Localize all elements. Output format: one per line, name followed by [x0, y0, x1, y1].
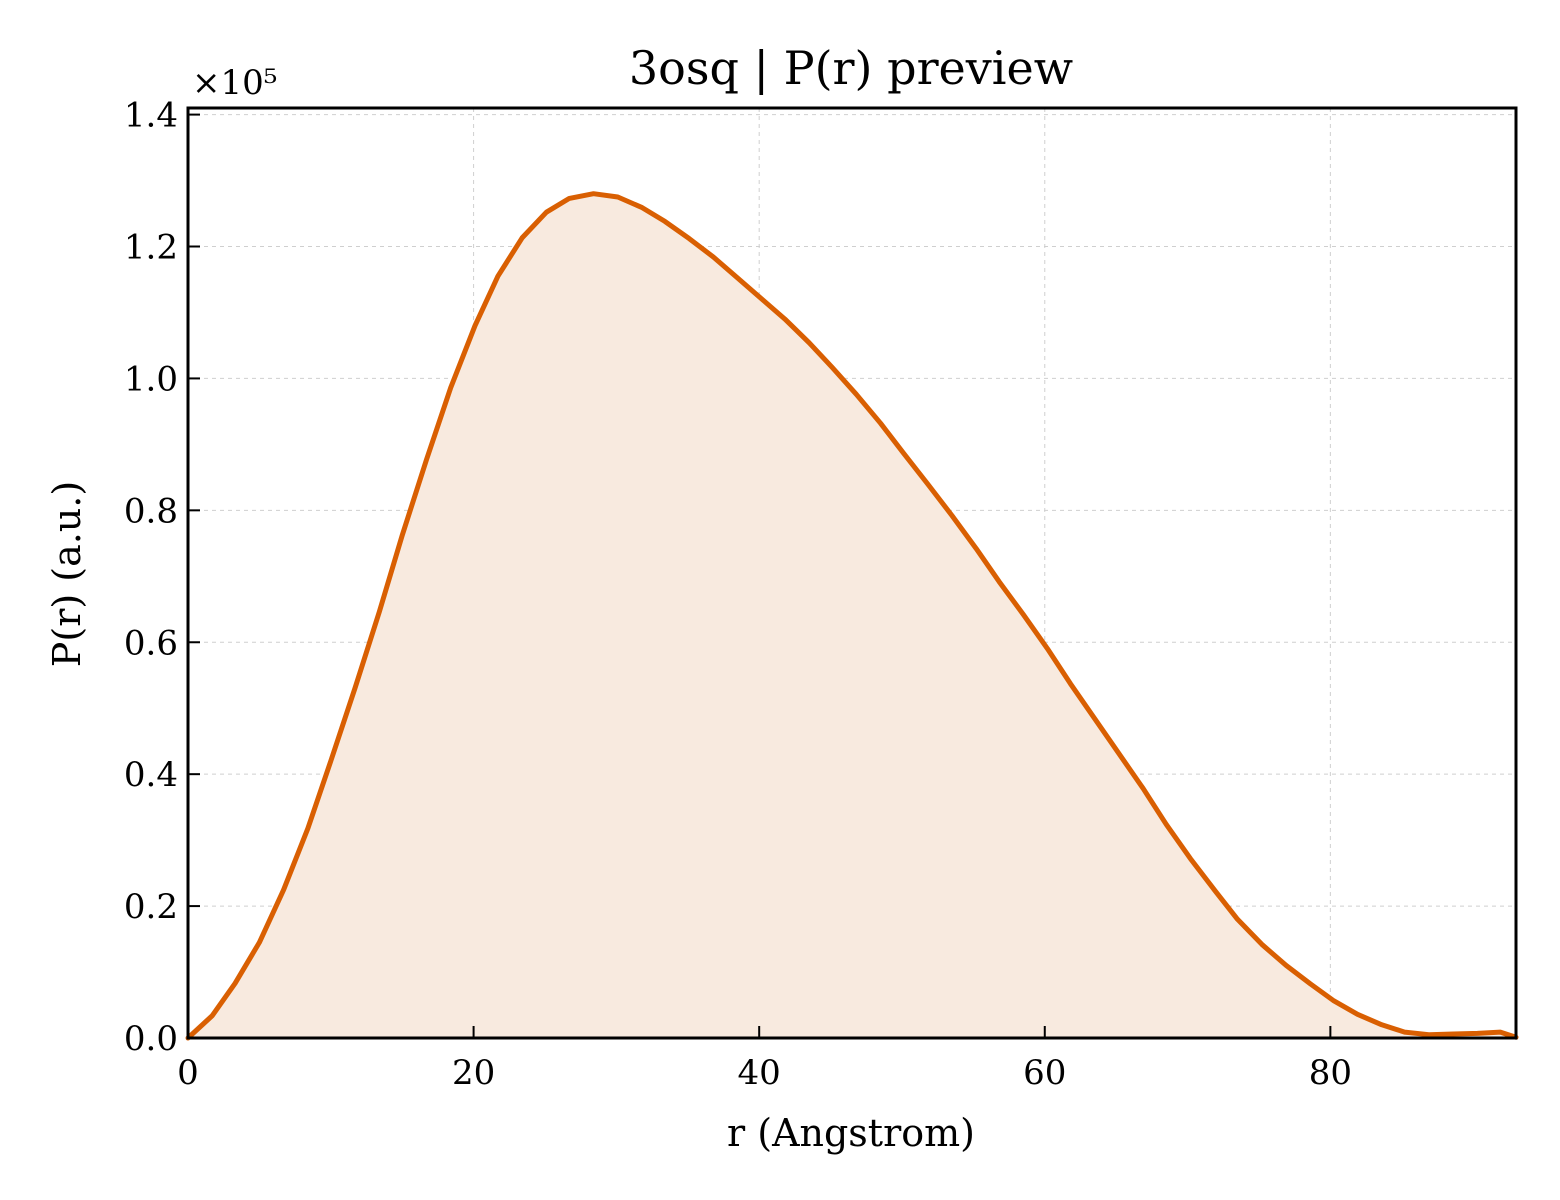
x-tick-label: 60: [1023, 1053, 1066, 1093]
area-fill: [188, 193, 1516, 1038]
x-tick-label: 0: [177, 1053, 199, 1093]
y-scale-label: ×10⁵: [192, 63, 277, 103]
y-tick-label: 0.8: [124, 491, 178, 531]
pr-curve: [185, 191, 1519, 1041]
y-tick-label: 0.2: [124, 887, 178, 927]
ticks-layer: 0 20 40 60 80 0.0 0.2 0.4 0.6 0.8 1.0 1.2 1.4: [124, 96, 1352, 1093]
y-tick-label: 0.0: [124, 1019, 178, 1059]
y-tick-label: 0.6: [124, 623, 178, 663]
chart-title: 3osq | P(r) preview: [629, 41, 1073, 95]
x-tick-label: 40: [738, 1053, 781, 1093]
y-tick-label: 1.0: [124, 359, 178, 399]
x-tick-label: 20: [452, 1053, 495, 1093]
y-tick-label: 1.2: [124, 228, 178, 268]
y-axis-label: P(r) (a.u.): [45, 481, 89, 667]
x-axis-label: r (Angstrom): [727, 1111, 975, 1155]
x-tick-label: 80: [1309, 1053, 1352, 1093]
plot-frame: [186, 106, 1518, 1040]
y-tick-label: 1.4: [124, 96, 178, 136]
y-tick-label: 0.4: [124, 755, 178, 795]
